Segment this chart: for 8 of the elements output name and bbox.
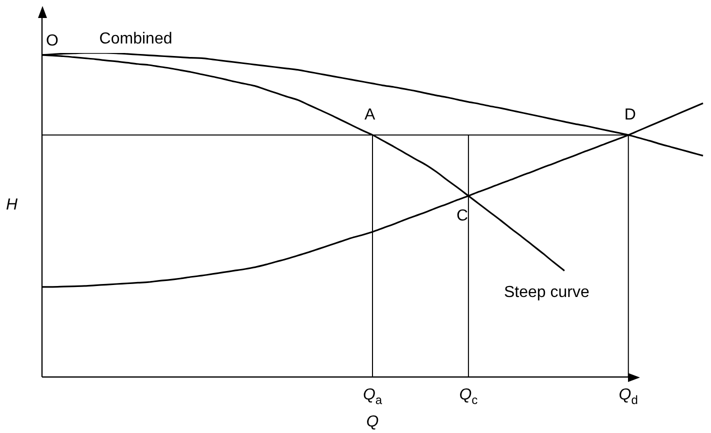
- annotation: O: [46, 32, 58, 50]
- annotation: C: [456, 207, 468, 224]
- y-axis-title: H: [6, 196, 18, 214]
- series-label: Combined: [99, 30, 172, 48]
- annotation: A: [364, 106, 376, 124]
- x-axis-title: Q: [366, 413, 379, 430]
- annotation: D: [624, 106, 636, 124]
- series-label: Steep curve: [504, 284, 590, 302]
